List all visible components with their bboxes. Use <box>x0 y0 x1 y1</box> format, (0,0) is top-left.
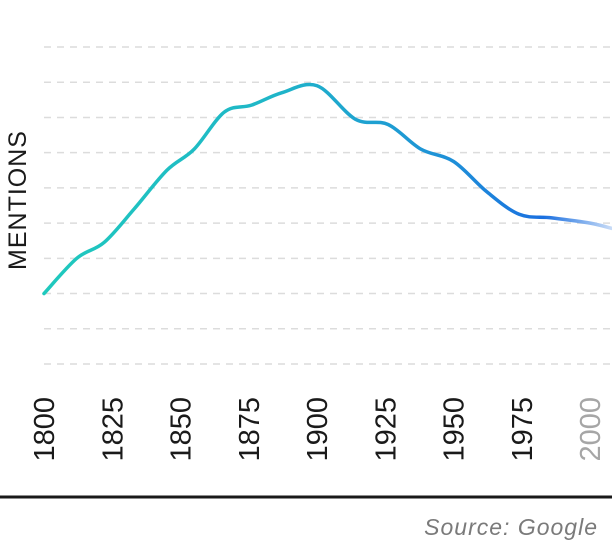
grid-lines <box>44 46 612 365</box>
x-tick-label: 1850 <box>166 397 198 462</box>
x-tick-label: 1975 <box>507 397 539 462</box>
series-layer <box>42 82 612 296</box>
x-tick-label: 2000 <box>575 397 607 462</box>
x-tick-label: 1825 <box>97 397 129 462</box>
x-tick-label: 1800 <box>29 397 61 462</box>
y-axis-label: MENTIONS <box>4 130 32 270</box>
source-note: Source: Google <box>424 514 598 540</box>
x-tick-labels: 1800 1825 1850 1875 1900 1925 1950 1975 2000 <box>29 397 607 462</box>
x-tick-label: 1900 <box>302 397 334 462</box>
x-tick-label: 1875 <box>234 397 266 462</box>
x-tick-label: 1950 <box>439 397 471 462</box>
x-tick-label: 1925 <box>370 397 402 462</box>
series-line-0 <box>42 82 612 296</box>
